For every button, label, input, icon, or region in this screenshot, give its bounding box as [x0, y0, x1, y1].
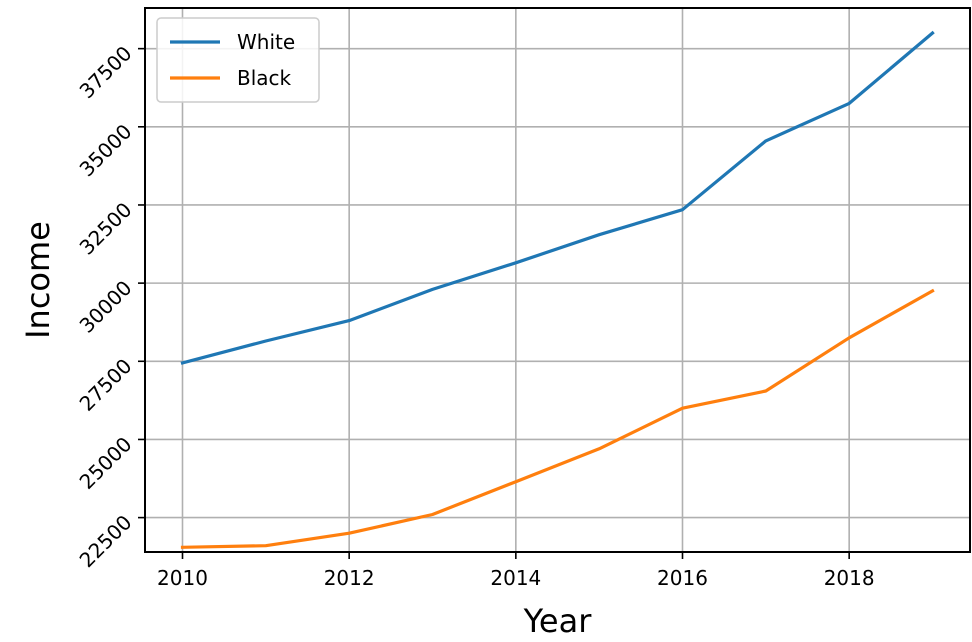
series-line-white	[180, 30, 935, 365]
legend-label-black: Black	[237, 66, 292, 90]
legend: White Black	[156, 17, 320, 103]
x-axis-title: Year	[523, 602, 593, 637]
series-lines	[180, 30, 935, 549]
grid	[145, 8, 970, 552]
x-tick-label: 2010	[157, 566, 208, 590]
series-line-black	[180, 288, 935, 549]
x-tick-label: 2018	[824, 566, 875, 590]
x-tick-label: 2012	[324, 566, 375, 590]
plot-frame	[144, 7, 971, 553]
legend-box	[156, 17, 320, 103]
legend-label-white: White	[237, 30, 295, 54]
x-tick-label: 2014	[490, 566, 541, 590]
x-axis-ticks: 2010 2012 2014 2016 2018	[157, 552, 875, 590]
x-tick-label: 2016	[657, 566, 708, 590]
y-axis-title: Income	[19, 221, 57, 339]
